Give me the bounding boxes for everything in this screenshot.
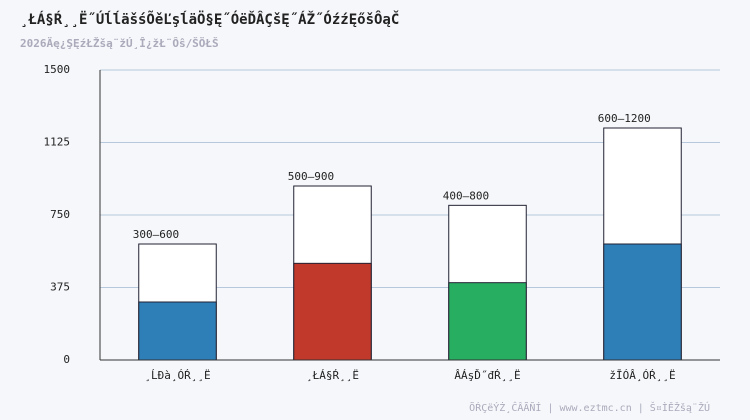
footer: ÕŔÇëÝŻ¸ĈÂÃÑÍ | www.eztmc.cn | Š¤ÌĚŽšą¨ŽÚ <box>469 401 710 414</box>
x-tick-label: ÂÁşĎ˝đŔ¸¸Ë <box>454 369 520 382</box>
y-tick-label: 1500 <box>44 63 71 76</box>
low-bar <box>293 262 372 361</box>
low-bar <box>448 282 527 361</box>
y-tick-label: 375 <box>50 281 70 294</box>
range-label: 600–1200 <box>598 112 651 125</box>
low-bar <box>603 243 682 361</box>
range-label: 300–600 <box>133 228 179 241</box>
low-bar <box>138 301 217 361</box>
x-tick-label: ¸ĹĐà¸ÓŔ¸¸Ë <box>144 369 210 382</box>
range-label: 500–900 <box>288 170 334 183</box>
y-tick-label: 0 <box>63 353 70 366</box>
range-label: 400–800 <box>443 189 489 202</box>
chart-subtitle: 2026Äę¿ŞĘźŁŽšą¨žÚ¸Î¿žŁ¨Ôŝ/ŠÖŁŠ <box>20 36 219 50</box>
y-tick-label: 750 <box>50 208 70 221</box>
y-tick-label: 1125 <box>44 136 71 149</box>
x-tick-label: žĪÓÂ¸ÓŔ¸¸Ë <box>609 369 675 382</box>
x-tick-label: ¸ŁÁ§Ŕ¸¸Ë <box>306 369 359 382</box>
chart-title: ¸ŁÁ§Ŕ¸¸Ë˝ÚĺĺäšśÕěĽşĺäÖ§Ę˝ÓëĎÂÇšĘ˝ÁŽ˝ÓźźĘ… <box>20 10 399 28</box>
